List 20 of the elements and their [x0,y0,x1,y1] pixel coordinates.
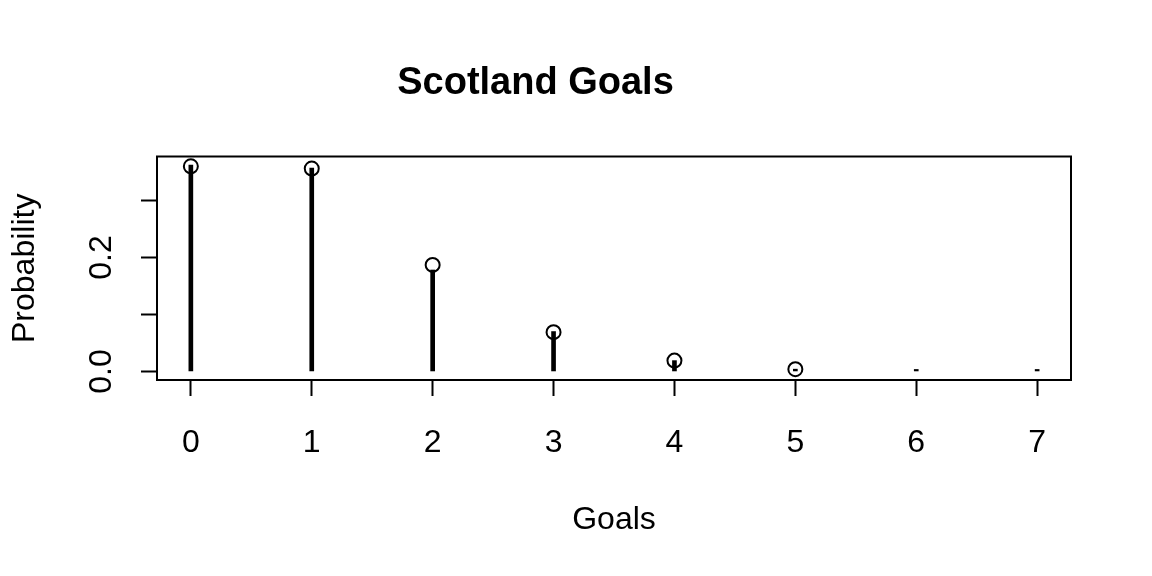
point [182,158,199,175]
bar [913,369,919,372]
point [545,324,562,341]
x-tick-label: 2 [423,423,442,460]
point [666,352,683,369]
point [787,361,804,378]
x-tick-label: 4 [665,423,684,460]
y-tick-label: 0.0 [81,349,118,394]
x-tick-label: 5 [786,423,805,460]
x-axis-title: Goals [572,499,656,536]
x-tick-label: 0 [181,423,200,460]
point [303,160,320,177]
x-tick-label: 3 [544,423,563,460]
point [424,256,441,273]
x-tick-label: 1 [302,423,321,460]
y-axis-title: Probability [5,193,42,343]
y-tick-label: 0.2 [81,235,118,280]
x-tick-label: 6 [907,423,926,460]
chart-title: Scotland Goals [397,60,674,103]
x-tick-label: 7 [1028,423,1047,460]
